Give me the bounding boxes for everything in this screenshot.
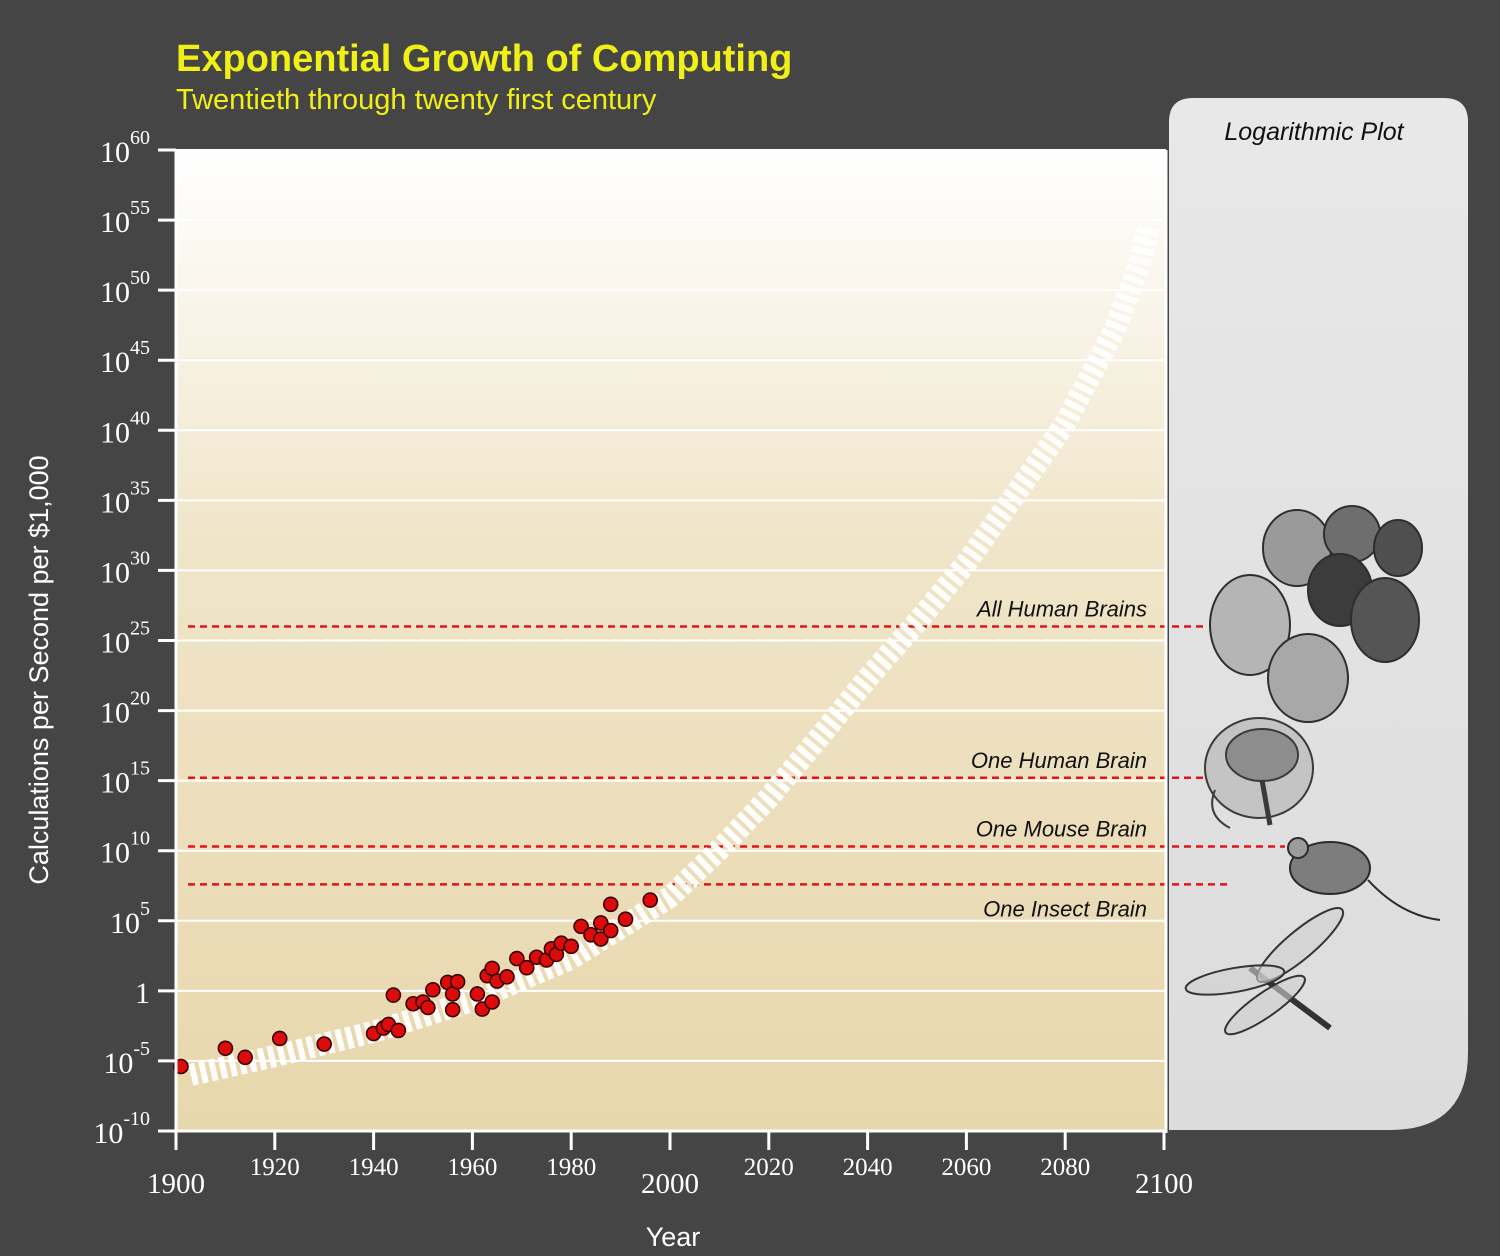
data-point [237, 1049, 253, 1066]
x-tick-label: 2020 [744, 1154, 794, 1181]
y-tick-label: 1030 [100, 547, 150, 589]
reference-lines: All Human Brains One Human Brain One Mouse… [188, 596, 1285, 921]
mouse-drawing [1287, 837, 1441, 921]
chart-title: Exponential Growth of Computing [176, 38, 793, 80]
reference-label: All Human Brains [975, 596, 1147, 621]
data-point [271, 1030, 288, 1047]
reference-label: One Human Brain [971, 748, 1147, 773]
side-panel-title: Logarithmic Plot [1224, 118, 1404, 146]
data-point [425, 981, 441, 998]
y-tick-label: 1060 [100, 127, 150, 169]
chart-subtitle: Twentieth through twenty first century [176, 84, 657, 116]
y-tick-label: 1045 [100, 337, 150, 379]
data-point [390, 1022, 407, 1039]
data-point [420, 999, 436, 1016]
human-brain-drawing [1204, 717, 1314, 829]
y-tick-label: 105 [110, 898, 150, 940]
x-tick-label: 2080 [1040, 1154, 1090, 1181]
data-point [602, 896, 619, 913]
x-tick-label: 2060 [941, 1154, 991, 1181]
data-point [316, 1036, 333, 1052]
x-tick-label: 1940 [349, 1154, 399, 1181]
x-tick-label: 1960 [447, 1154, 497, 1181]
y-tick-label: 1 [135, 977, 150, 1010]
x-ticks: 1900 1920 1940 1960 1980 2000 2020 2040 2060 2080… [147, 1131, 1193, 1200]
data-point [449, 973, 466, 990]
reference-label: One Insect Brain [983, 896, 1147, 921]
y-tick-label: 1035 [100, 477, 150, 519]
y-tick-label: 1010 [100, 828, 150, 870]
data-point [573, 918, 589, 935]
y-tick-label: 1050 [100, 267, 150, 309]
trend-curve [188, 221, 1160, 1086]
reference-label: One Mouse Brain [976, 816, 1147, 841]
data-point [602, 922, 619, 939]
data-point [642, 892, 659, 908]
y-tick-label: 1055 [100, 197, 150, 239]
data-point [563, 938, 580, 955]
x-tick-label: 1980 [546, 1154, 596, 1181]
y-axis-title: Calculations per Second per $1,000 [24, 455, 54, 884]
data-points [173, 892, 659, 1075]
x-axis-title: Year [646, 1222, 701, 1252]
data-point [617, 911, 634, 927]
data-point [217, 1040, 234, 1057]
y-tick-label: 10-10 [93, 1108, 150, 1150]
x-tick-label: 2040 [843, 1154, 893, 1181]
x-tick-label: 1900 [147, 1168, 205, 1200]
dragonfly-drawing [1184, 907, 1345, 1036]
data-point [385, 987, 402, 1003]
y-tick-label: 1015 [100, 758, 150, 800]
y-tick-label: 10-5 [103, 1038, 150, 1080]
data-point [469, 986, 486, 1002]
data-point [593, 931, 609, 947]
data-point [484, 994, 500, 1010]
data-point [499, 969, 515, 985]
data-point [444, 1001, 461, 1018]
x-tick-label: 2000 [641, 1168, 699, 1200]
data-point [518, 959, 535, 976]
y-tick-label: 1040 [100, 407, 150, 449]
crowd-of-faces-drawing [1209, 505, 1423, 723]
x-tick-label: 1920 [250, 1154, 300, 1181]
y-ticks: 10-10 10-5 1 105 1010 1015 1020 1025 1030 1035 104… [93, 127, 176, 1150]
data-point [509, 950, 525, 967]
grid-lines [176, 149, 1166, 1062]
trend-line [188, 221, 1160, 1086]
y-tick-label: 1020 [100, 688, 150, 730]
x-tick-label: 2100 [1135, 1168, 1193, 1200]
y-tick-label: 1025 [100, 618, 150, 660]
